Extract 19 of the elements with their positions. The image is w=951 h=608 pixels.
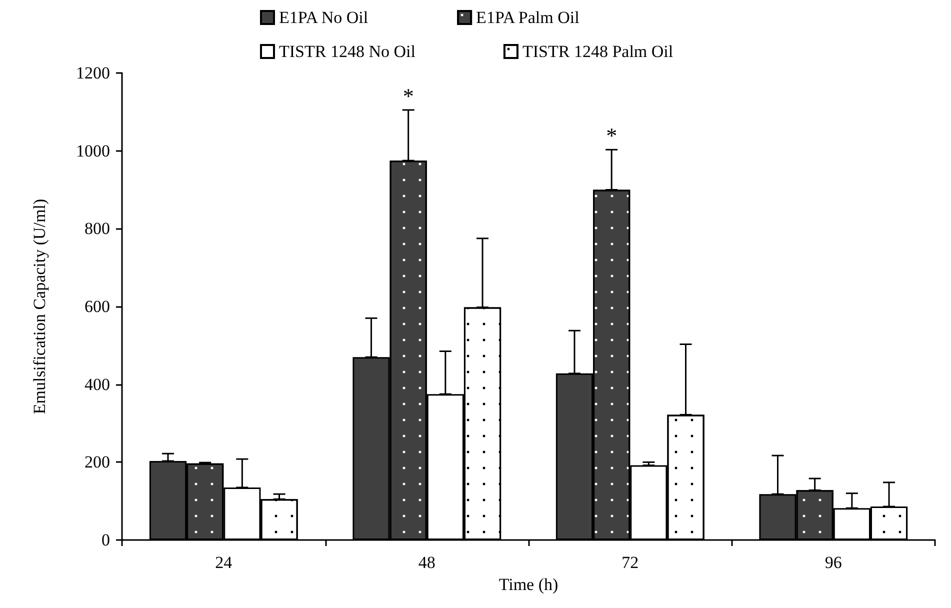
annotation: * — [606, 123, 618, 148]
legend-label: TISTR 1248 No Oil — [279, 42, 416, 61]
annotation: * — [402, 83, 414, 108]
x-tick-label: 48 — [418, 553, 436, 572]
y-tick-label: 0 — [102, 530, 110, 550]
y-tick-label: 200 — [84, 452, 110, 472]
y-tick-label: 800 — [84, 219, 110, 238]
x-tick-label: 96 — [824, 553, 842, 572]
legend-label: E1PA No Oil — [279, 8, 368, 27]
legend-label: E1PA Palm Oil — [476, 8, 580, 27]
x-tick-label: 72 — [622, 553, 639, 572]
x-axis-title: Time (h) — [498, 574, 558, 594]
y-axis-title: Emulsification Capacity (U/ml) — [30, 198, 49, 414]
legend-label: TISTR 1248 Palm Oil — [522, 42, 674, 61]
y-tick-label: 400 — [84, 374, 110, 394]
y-tick-label: 600 — [84, 297, 110, 316]
y-tick-label: 1000 — [76, 141, 110, 160]
y-tick-label: 1200 — [76, 64, 110, 82]
x-tick-label: 24 — [215, 553, 233, 572]
